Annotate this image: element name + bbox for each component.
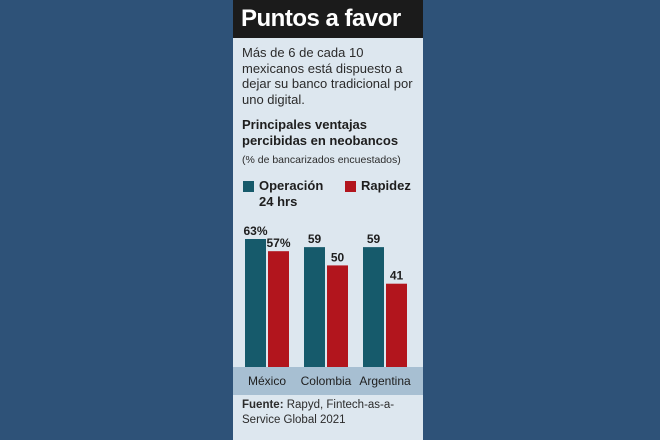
legend-label-operacion: Operación 24 hrs	[259, 178, 324, 209]
chart-title: Principales ventajas percibidas en neoba…	[242, 117, 399, 148]
intro-text: Más de 6 de cada 10 mexicanos está dispu…	[242, 45, 413, 107]
chart-subtitle: (% de bancarizados encuestados)	[242, 154, 401, 166]
category-label-2: Argentina	[359, 374, 411, 388]
category-label-0: México	[248, 374, 286, 388]
bar-operacion-1	[304, 247, 325, 367]
data-label-rapidez-0: 57%	[266, 236, 290, 250]
source-label: Fuente:	[242, 399, 284, 411]
bar-rapidez-1	[327, 265, 348, 367]
legend-label-rapidez: Rapidez	[361, 178, 411, 193]
data-label-operacion-1: 59	[308, 232, 322, 246]
bar-operacion-0	[245, 239, 266, 367]
bar-operacion-2	[363, 247, 384, 367]
data-label-rapidez-2: 41	[390, 269, 404, 283]
bar-rapidez-0	[268, 251, 289, 367]
infographic-card: Puntos a favor Más de 6 de cada 10 mexic…	[233, 0, 423, 440]
source-note: Fuente: Rapyd, Fintech-as-a-Service Glob…	[242, 398, 420, 428]
source-text: Rapyd, Fintech-as-a-Service Global 2021	[242, 399, 395, 426]
data-label-operacion-2: 59	[367, 232, 381, 246]
data-label-operacion-0: 63%	[243, 224, 267, 238]
category-label-1: Colombia	[301, 374, 352, 388]
bar-chart: 63%57% México 59 50 Colombia 59 41 Argentina	[233, 224, 423, 395]
bar-rapidez-2	[386, 283, 407, 367]
page-title: Puntos a favor	[241, 5, 401, 32]
title-bar: Puntos a favor	[233, 0, 423, 38]
legend-swatch-rapidez	[345, 181, 356, 192]
data-label-rapidez-1: 50	[331, 250, 345, 264]
legend-swatch-operacion	[243, 181, 254, 192]
axis-band	[233, 367, 423, 395]
